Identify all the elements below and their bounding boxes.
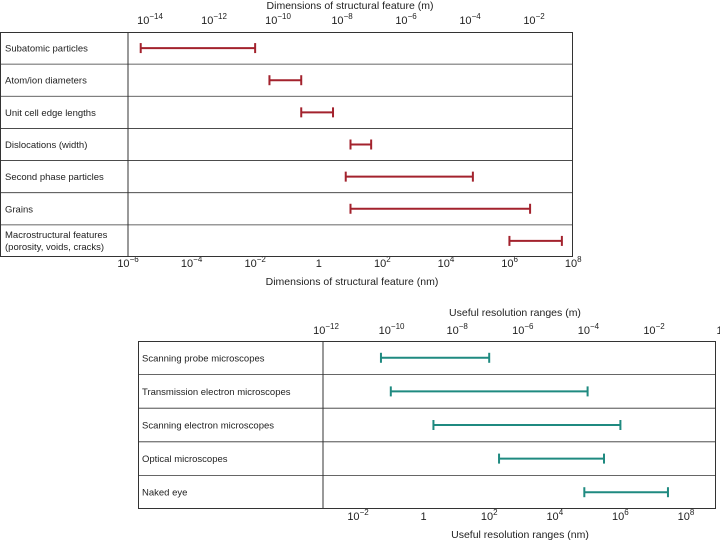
top-tick-label: 10−12 [201,12,227,27]
bottom-tick-label: 10−4 [181,255,203,270]
resolution-ranges-chart: Useful resolution ranges (m) 10−12 10−10 1… [138,307,720,540]
top-tick-label: 10−8 [331,12,353,27]
row-label: Transmission electron microscopes [142,387,291,398]
top-tick-label: 10−14 [137,12,163,27]
range-bar [344,171,474,182]
chart2-bottom-axis-title: Useful resolution ranges (nm) [451,529,589,540]
bottom-tick-label: 1 [421,511,427,523]
chart1-bottom-axis-title: Dimensions of structural feature (nm) [266,276,439,288]
bottom-tick-label: 108 [565,255,582,270]
range-bar [498,453,605,464]
row-label: Dislocations (width) [5,140,87,151]
bottom-tick-label: 106 [612,508,629,523]
bottom-tick-label: 106 [501,255,518,270]
row-sublabel: (porosity, voids, cracks) [5,242,104,253]
range-bar [389,386,589,397]
range-bar [508,235,563,246]
range-bar [583,487,669,498]
row-label: Grains [5,204,33,215]
bottom-tick-label: 102 [374,255,391,270]
top-tick-label: 10−10 [265,12,291,27]
structural-dimensions-chart: Dimensions of structural feature (m) 10−… [0,0,582,288]
bottom-tick-label: 102 [481,508,498,523]
range-bar [379,352,491,363]
bottom-tick-label: 104 [438,255,455,270]
range-bar [432,420,622,430]
row-label: Scanning electron microscopes [142,421,274,432]
chart1-frame [0,32,573,257]
bottom-tick-label: 108 [678,508,695,523]
bottom-tick-label: 1 [316,258,322,270]
top-tick-label: 10−2 [643,322,665,337]
row-label: Atom/ion diameters [5,76,87,87]
row-label: Unit cell edge lengths [5,108,96,119]
chart2-frame [138,341,716,509]
chart2-top-axis-title: Useful resolution ranges (m) [449,307,581,319]
range-bar [268,75,303,86]
row-label: Macrostructural features [5,230,108,241]
row-label: Optical microscopes [142,454,228,465]
row-label: Second phase particles [5,172,104,183]
range-bar [300,107,335,118]
row-label: Scanning probe microscopes [142,353,265,364]
bottom-tick-label: 104 [546,508,563,523]
top-tick-label: 10−8 [447,322,469,337]
range-bar [139,43,257,54]
top-tick-label: 10−6 [395,12,417,27]
top-tick-label: 10−2 [523,12,545,27]
bottom-tick-label: 10−6 [117,255,139,270]
top-tick-label: 10−10 [379,322,405,337]
range-bar [349,203,532,214]
top-tick-label: 1 [717,325,720,337]
row-label: Subatomic particles [5,44,88,55]
top-tick-label: 10−12 [313,322,339,337]
bottom-tick-label: 10−2 [245,255,267,270]
range-bar [349,139,373,150]
row-label: Naked eye [142,488,187,499]
top-tick-label: 10−6 [512,322,534,337]
top-tick-label: 10−4 [578,322,600,337]
top-tick-label: 10−4 [459,12,481,27]
bottom-tick-label: 10−2 [347,508,369,523]
chart1-top-axis-title: Dimensions of structural feature (m) [267,0,434,12]
